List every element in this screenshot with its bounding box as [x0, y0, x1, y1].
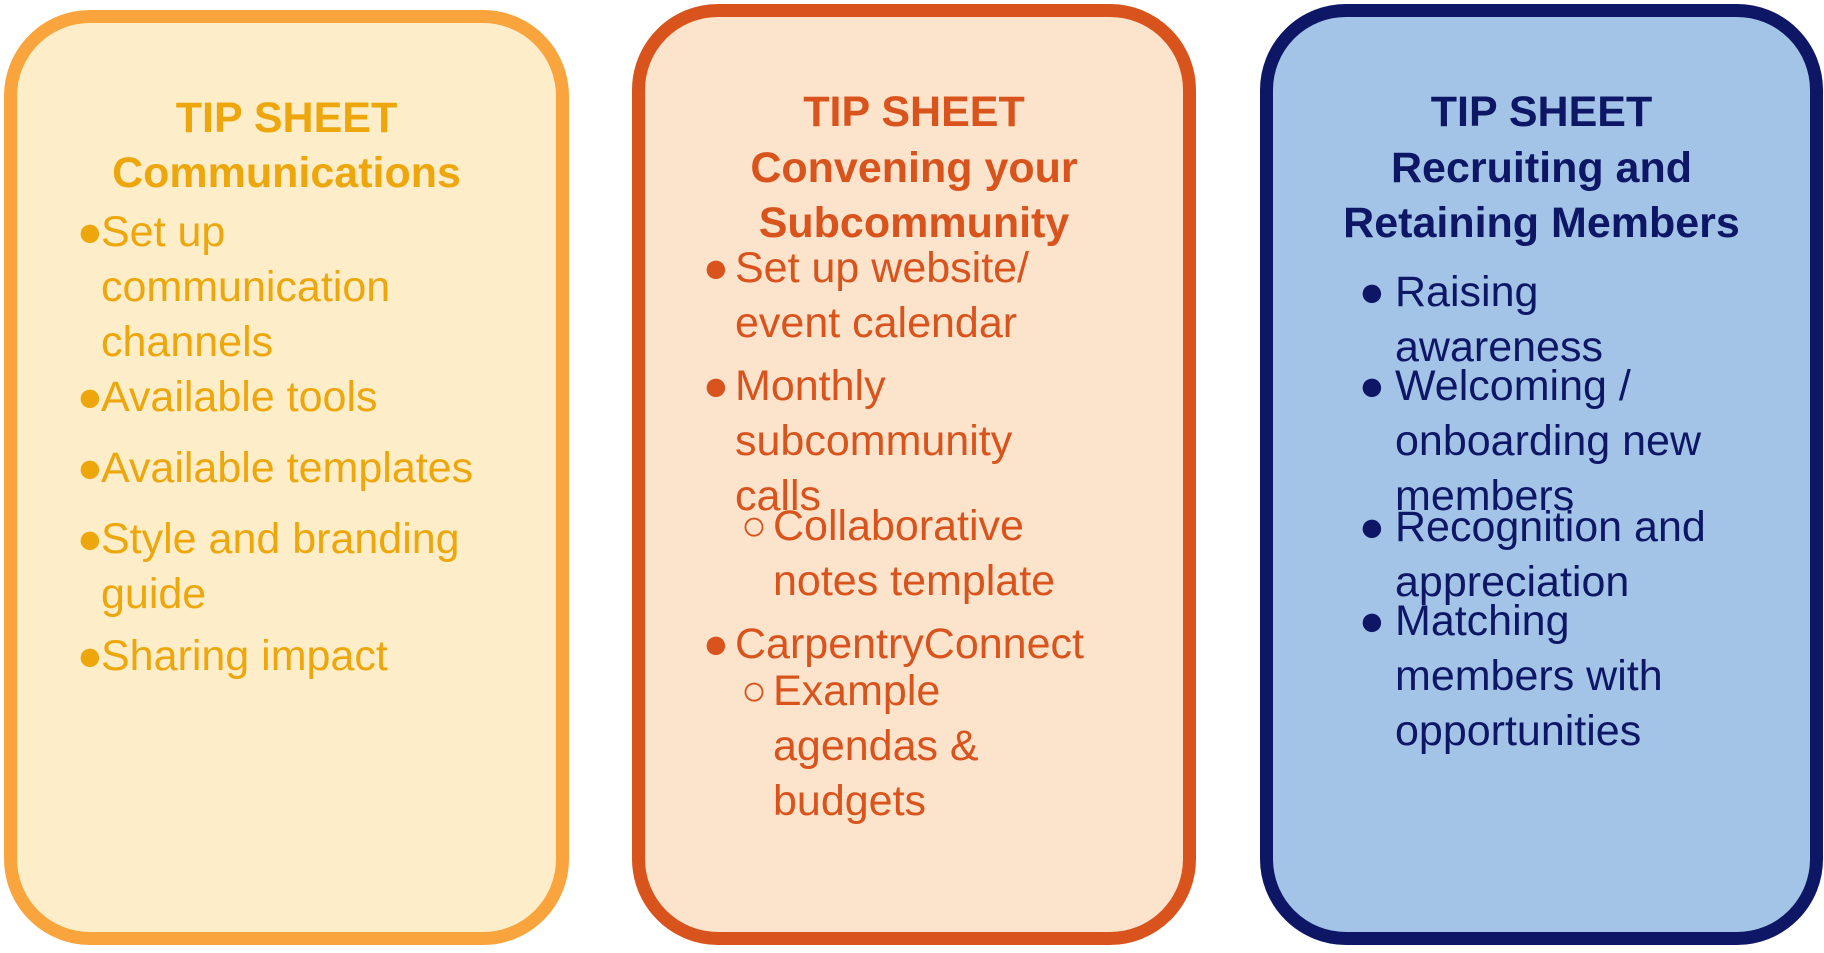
card-title: Convening your	[750, 144, 1078, 192]
sub-bullet-icon: ○	[741, 502, 767, 550]
list-item-text: members with	[1395, 652, 1663, 700]
list-item-text: Monthly	[735, 362, 886, 410]
list-item-text: event calendar	[735, 299, 1018, 347]
sub-list-item-text: Collaborative	[773, 502, 1024, 550]
tip-sheet-card-recruiting: TIP SHEET Recruiting and Retaining Membe…	[1260, 4, 1823, 945]
list-item-text: channels	[101, 318, 274, 366]
list-item-text: Set up	[101, 208, 226, 256]
card-header: TIP SHEET	[175, 94, 398, 142]
list-item-text: onboarding new	[1395, 417, 1702, 465]
card-header: TIP SHEET	[1430, 88, 1653, 136]
list-item-text: Matching	[1395, 597, 1570, 645]
list-item-text: Welcoming /	[1395, 362, 1631, 410]
bullet-icon: ●	[77, 515, 103, 563]
bullet-icon: ●	[77, 373, 103, 421]
card-title: Subcommunity	[758, 199, 1070, 247]
list-item-text: appreciation	[1395, 558, 1630, 606]
sub-list-item-text: agendas &	[773, 722, 979, 770]
list-item-text: Raising	[1395, 268, 1539, 316]
bullet-icon: ●	[1359, 268, 1385, 316]
tip-sheet-card-convening: TIP SHEET Convening your Subcommunity ● …	[632, 4, 1196, 945]
sub-list-item-text: Example	[773, 667, 941, 715]
sub-list-item-text: budgets	[773, 777, 927, 825]
bullet-icon: ●	[703, 362, 729, 410]
bullet-icon: ●	[1359, 503, 1385, 551]
list-item-text: Style and branding	[101, 515, 460, 563]
card-title: Communications	[112, 149, 461, 197]
list-item-text: guide	[101, 570, 207, 618]
card-title: Recruiting and	[1390, 144, 1693, 192]
bullet-icon: ●	[77, 632, 103, 680]
bullet-icon: ●	[703, 244, 729, 292]
bullet-icon: ●	[77, 444, 103, 492]
bullet-icon: ●	[1359, 362, 1385, 410]
list-item-text: communication	[101, 263, 391, 311]
bullet-icon: ●	[77, 208, 103, 256]
list-item-text: awareness	[1395, 323, 1603, 371]
sub-bullet-icon: ○	[741, 667, 767, 715]
list-item-text: subcommunity	[735, 417, 1013, 465]
bullet-icon: ●	[703, 620, 729, 668]
list-item-text: Available templates	[101, 444, 474, 492]
list-item-text: members	[1395, 472, 1575, 520]
tip-sheet-card-communications: TIP SHEET Communications ● Set up commun…	[4, 10, 569, 945]
card-title: Retaining Members	[1343, 199, 1740, 247]
list-item-text: Recognition and	[1395, 503, 1706, 551]
list-item-text: opportunities	[1395, 707, 1642, 755]
card-header: TIP SHEET	[803, 88, 1025, 136]
list-item-text: Set up website/	[735, 244, 1030, 292]
list-item-text: Available tools	[101, 373, 378, 421]
list-item-text: calls	[735, 472, 822, 520]
bullet-icon: ●	[1359, 597, 1385, 645]
list-item-text: Sharing impact	[101, 632, 388, 680]
list-item-text: CarpentryConnect	[735, 620, 1084, 668]
sub-list-item-text: notes template	[773, 557, 1056, 605]
